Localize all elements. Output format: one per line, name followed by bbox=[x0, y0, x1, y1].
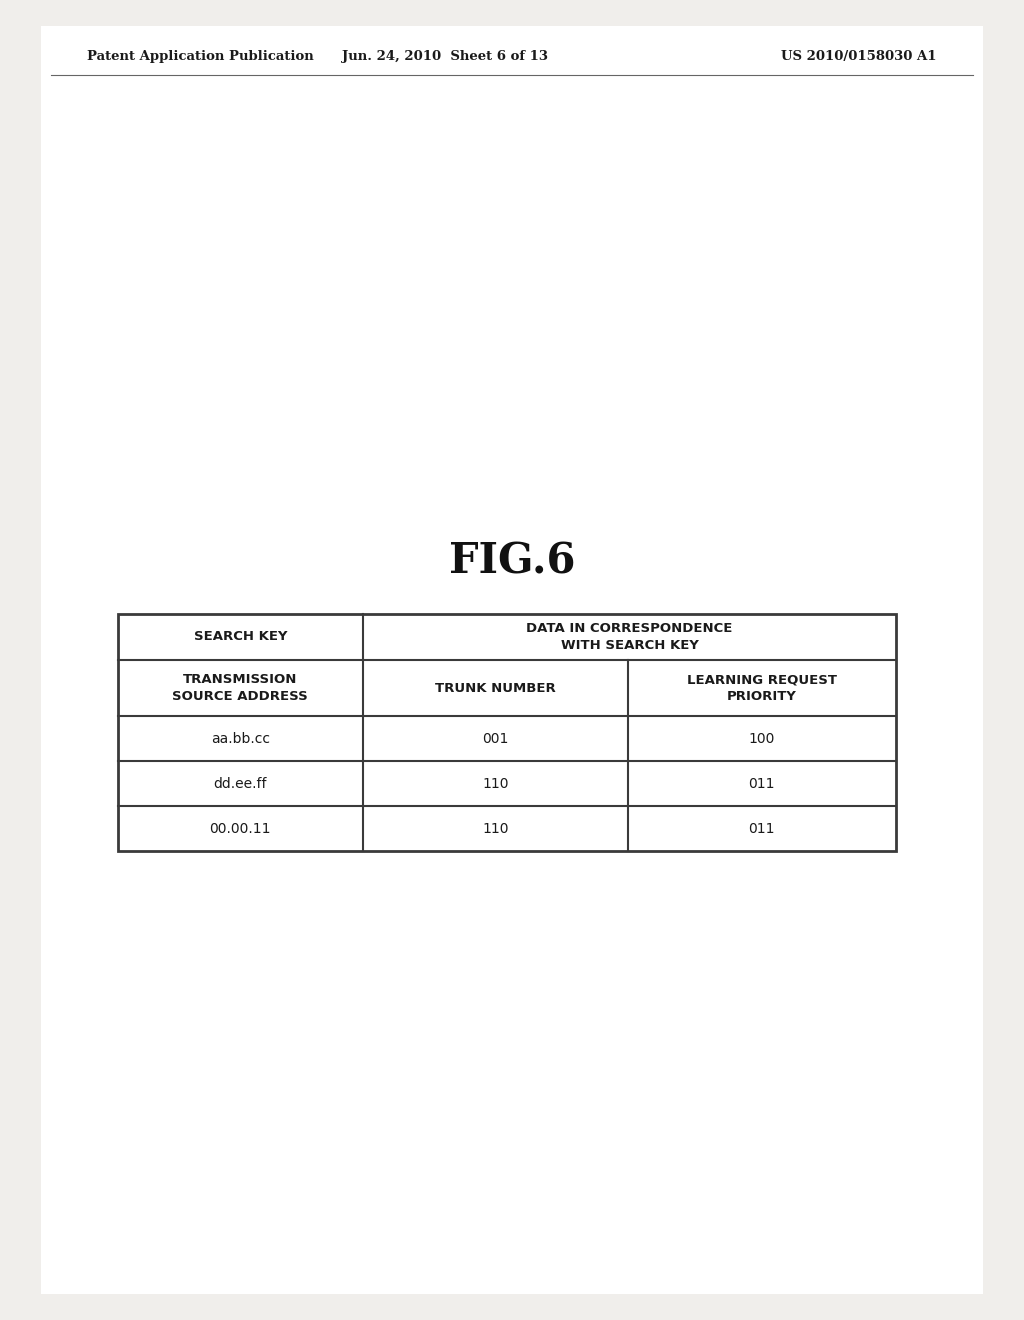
Bar bbox=[118, 614, 896, 851]
Text: 00.00.11: 00.00.11 bbox=[210, 822, 271, 836]
Text: US 2010/0158030 A1: US 2010/0158030 A1 bbox=[781, 50, 937, 63]
Text: dd.ee.ff: dd.ee.ff bbox=[214, 776, 267, 791]
Text: FIG.6: FIG.6 bbox=[449, 540, 575, 582]
Text: 110: 110 bbox=[482, 776, 509, 791]
Text: LEARNING REQUEST
PRIORITY: LEARNING REQUEST PRIORITY bbox=[687, 673, 837, 704]
Text: TRANSMISSION
SOURCE ADDRESS: TRANSMISSION SOURCE ADDRESS bbox=[172, 673, 308, 704]
Text: Jun. 24, 2010  Sheet 6 of 13: Jun. 24, 2010 Sheet 6 of 13 bbox=[342, 50, 549, 63]
Text: 011: 011 bbox=[749, 822, 775, 836]
Text: 001: 001 bbox=[482, 731, 508, 746]
Text: 110: 110 bbox=[482, 822, 509, 836]
Text: TRUNK NUMBER: TRUNK NUMBER bbox=[435, 681, 556, 694]
Text: Patent Application Publication: Patent Application Publication bbox=[87, 50, 313, 63]
Text: DATA IN CORRESPONDENCE
WITH SEARCH KEY: DATA IN CORRESPONDENCE WITH SEARCH KEY bbox=[526, 622, 732, 652]
Text: 011: 011 bbox=[749, 776, 775, 791]
Text: SEARCH KEY: SEARCH KEY bbox=[194, 631, 287, 643]
Text: aa.bb.cc: aa.bb.cc bbox=[211, 731, 270, 746]
Text: 100: 100 bbox=[749, 731, 775, 746]
